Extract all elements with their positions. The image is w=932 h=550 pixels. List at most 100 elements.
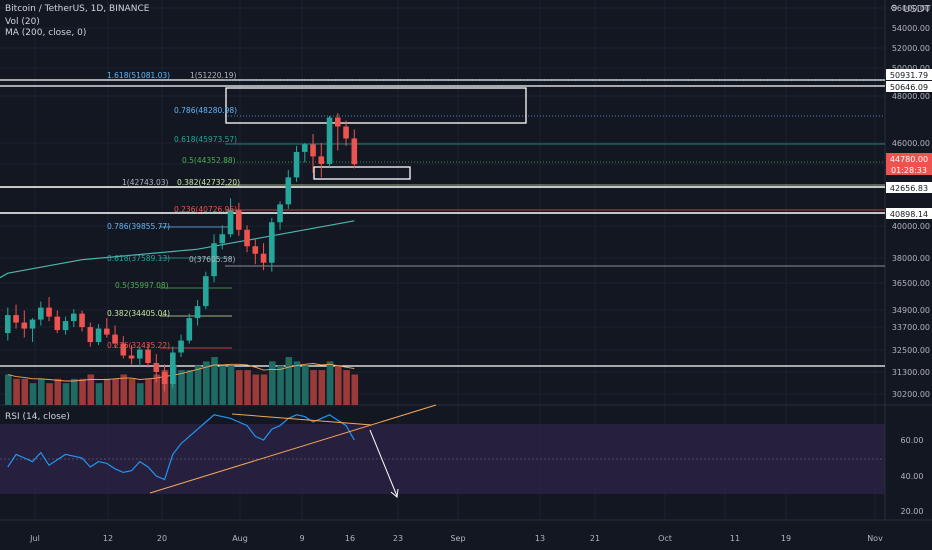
fib-label: 0.618(37589.13) bbox=[107, 254, 170, 263]
ma200-line bbox=[0, 220, 355, 279]
candle-body bbox=[21, 322, 28, 329]
candles bbox=[5, 113, 358, 392]
candle-body bbox=[87, 327, 94, 343]
price-tags: 50931.79 50646.09 44780.00 01:28:33 4265… bbox=[886, 69, 932, 219]
fib-labels: 1.618(51081.03) 1(51220.19) 0.786(48280.… bbox=[107, 71, 240, 350]
volume-bar bbox=[277, 365, 284, 405]
fib-label: 0.236(32435.22) bbox=[107, 341, 170, 350]
settings-icon[interactable]: ⚙ bbox=[890, 4, 899, 14]
volume-bar bbox=[343, 370, 350, 405]
volume-bar bbox=[203, 361, 210, 405]
rsi-tick-label: 40.00 bbox=[901, 472, 924, 481]
price-tag-50931: 50931.79 bbox=[890, 71, 928, 80]
time-tick-label: 16 bbox=[345, 534, 355, 543]
fib-retracement-upper[interactable] bbox=[225, 79, 885, 267]
candle-body bbox=[95, 328, 102, 343]
time-tick-label: 9 bbox=[299, 534, 304, 543]
volume-bar bbox=[302, 365, 309, 405]
ma-legend[interactable]: MA (200, close, 0) bbox=[5, 28, 87, 38]
time-tick-label: Sep bbox=[450, 534, 465, 543]
candle-body bbox=[236, 210, 242, 230]
time-axis[interactable]: Jul 12 20 Aug 9 16 23 Sep 13 21 Oct 11 19 Nov bbox=[29, 534, 883, 543]
time-tick-label: Aug bbox=[232, 534, 248, 543]
arrow-head-icon bbox=[390, 488, 399, 498]
price-tick-label: 34900.00 bbox=[892, 306, 930, 315]
rsi-tick-label: 20.00 bbox=[901, 507, 924, 516]
volume-bar bbox=[79, 378, 86, 405]
candle-body bbox=[104, 328, 110, 335]
rsi-tick-label: 60.00 bbox=[901, 436, 924, 445]
volume-legend[interactable]: Vol (20) bbox=[5, 17, 40, 27]
price-tick-label: 48000.00 bbox=[892, 92, 930, 101]
volume-bar bbox=[194, 365, 202, 405]
price-axis[interactable]: 56000.00 54000.00 52000.00 50000.00 48000.00… bbox=[892, 4, 930, 399]
candle-body bbox=[120, 343, 127, 356]
volume-bar bbox=[351, 374, 359, 405]
fib-retracement-lower[interactable] bbox=[160, 226, 232, 349]
price-tick-label: 30200.00 bbox=[892, 390, 930, 399]
key-levels[interactable] bbox=[0, 79, 885, 367]
candle-body bbox=[178, 340, 184, 353]
volume-bar bbox=[137, 383, 144, 405]
candle-body bbox=[343, 126, 349, 139]
currency-label[interactable]: USDT bbox=[903, 4, 931, 15]
fib-label: 1(51220.19) bbox=[190, 71, 236, 80]
volume-bar bbox=[21, 378, 29, 405]
price-tick-label: 33700.00 bbox=[892, 323, 930, 332]
candle-body bbox=[269, 222, 275, 263]
candle-body bbox=[153, 363, 160, 372]
price-tag-50646: 50646.09 bbox=[890, 83, 928, 92]
candle-body bbox=[219, 234, 226, 244]
volume-bar bbox=[260, 374, 268, 405]
fib-label: 1(42743.03) bbox=[122, 178, 168, 187]
candle-body bbox=[211, 243, 217, 277]
candle-body bbox=[161, 371, 168, 384]
candle-body bbox=[46, 307, 52, 317]
time-tick-label: Oct bbox=[658, 534, 672, 543]
time-tick-label: 21 bbox=[590, 534, 600, 543]
volume-bar bbox=[186, 370, 194, 405]
fib-label: 0.5(44352.88) bbox=[182, 156, 236, 165]
rsi-legend[interactable]: RSI (14, close) bbox=[5, 412, 70, 422]
volume-bar bbox=[285, 357, 293, 405]
volume-bar bbox=[335, 365, 342, 405]
rsi-trendline-resistance[interactable] bbox=[231, 413, 373, 426]
current-price-tag: 44780.00 bbox=[890, 155, 928, 164]
fib-label: 0.5(35997.08) bbox=[115, 281, 169, 290]
fib-label: 1.618(51081.03) bbox=[107, 71, 170, 80]
candle-body bbox=[310, 144, 316, 157]
candle-body bbox=[260, 253, 267, 263]
volume-ma-line bbox=[7, 363, 355, 382]
candle-body bbox=[227, 210, 234, 235]
rsi-trendline-support[interactable] bbox=[149, 404, 437, 494]
candle-body bbox=[285, 177, 292, 205]
volume-bar bbox=[236, 370, 243, 405]
price-tick-label: 36500.00 bbox=[892, 279, 930, 288]
volume-bar bbox=[46, 383, 53, 405]
volume-bar bbox=[87, 374, 95, 405]
time-tick-label: 12 bbox=[103, 534, 113, 543]
rsi-line bbox=[7, 414, 355, 481]
candle-body bbox=[203, 276, 209, 307]
symbol-title: Bitcoin / TetherUS, 1D, BINANCE bbox=[5, 4, 150, 14]
volume-bar bbox=[326, 361, 334, 405]
candle-body bbox=[62, 321, 69, 331]
candle-body bbox=[351, 138, 358, 165]
candle-body bbox=[38, 307, 44, 320]
volume-bar bbox=[54, 378, 62, 405]
support-box[interactable] bbox=[313, 166, 411, 180]
symbol-legend[interactable]: Bitcoin / TetherUS, 1D, BINANCE bbox=[5, 4, 149, 15]
volume-bar bbox=[120, 374, 128, 405]
rsi-axis: 60.00 40.00 20.00 bbox=[901, 436, 924, 516]
candle-body bbox=[112, 334, 118, 344]
fib-label: 0.382(34405.04) bbox=[107, 309, 170, 318]
resistance-box[interactable] bbox=[225, 87, 527, 124]
candle-body bbox=[335, 117, 341, 127]
volume-bar bbox=[104, 378, 111, 405]
candle-body bbox=[145, 349, 151, 364]
projection-arrow[interactable] bbox=[369, 429, 398, 497]
volume-bars bbox=[5, 357, 359, 405]
price-tick-label: 38000.00 bbox=[892, 254, 930, 263]
time-tick-label: 23 bbox=[393, 534, 403, 543]
